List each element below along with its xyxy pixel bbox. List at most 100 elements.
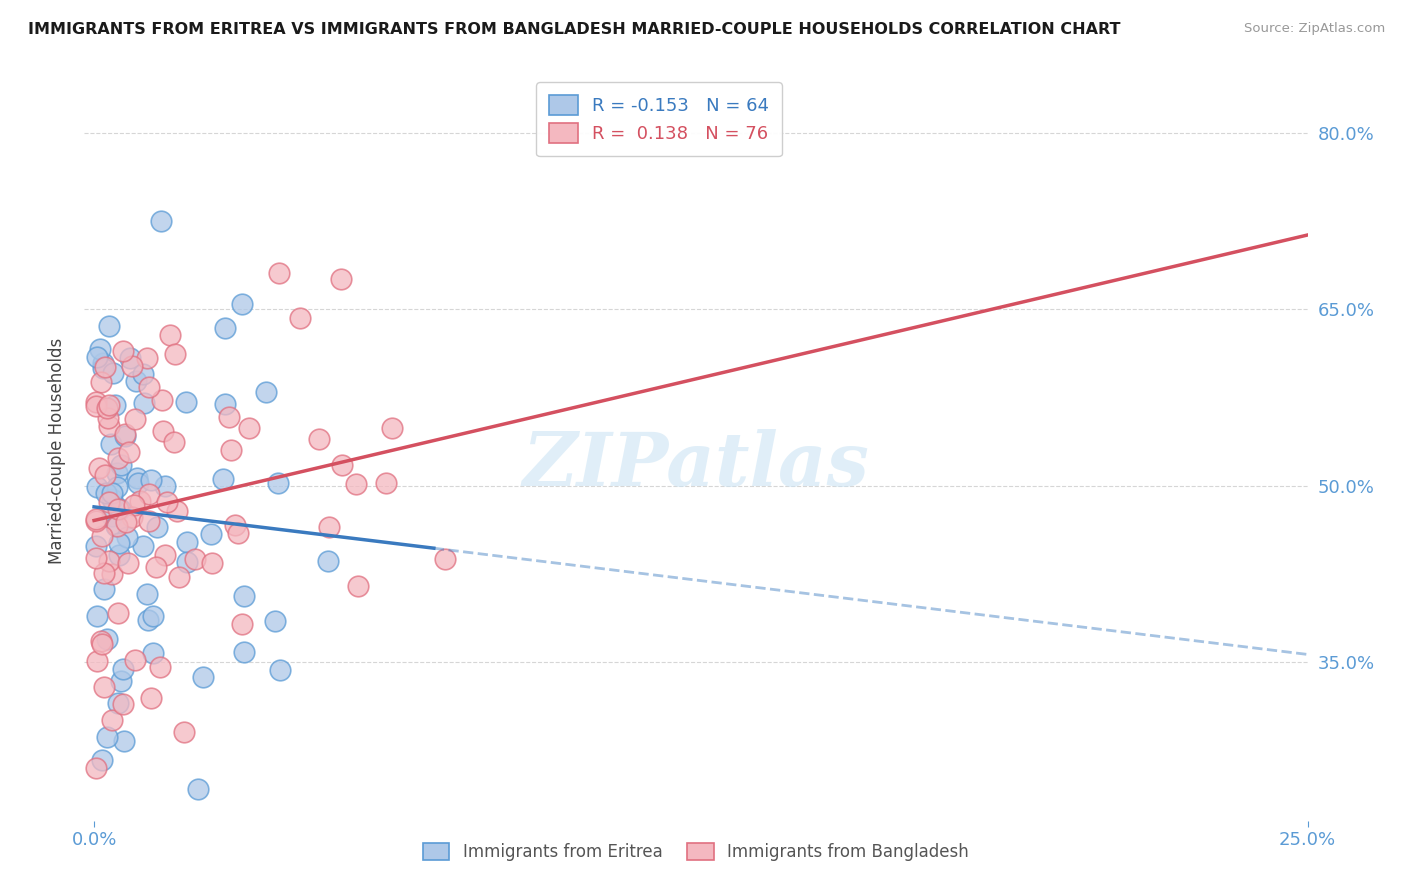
Point: [107, 502, 129, 516]
Point: [96, 401, 118, 416]
Point: [149, 214, 172, 228]
Point: [86, 395, 108, 409]
Point: [124, 499, 146, 513]
Point: [107, 450, 129, 465]
Point: [214, 320, 236, 334]
Point: [142, 609, 165, 624]
Point: [90, 528, 112, 542]
Point: [111, 662, 134, 676]
Point: [149, 659, 172, 673]
Point: [139, 691, 162, 706]
Point: [97, 319, 120, 334]
Point: [138, 380, 160, 394]
Point: [139, 474, 162, 488]
Point: [100, 491, 122, 506]
Point: [187, 782, 209, 797]
Point: [375, 476, 398, 491]
Point: [233, 645, 256, 659]
Point: [112, 734, 135, 748]
Point: [132, 539, 155, 553]
Point: [90, 752, 112, 766]
Point: [86, 512, 108, 526]
Point: [105, 518, 128, 533]
Point: [254, 384, 277, 399]
Point: [121, 359, 143, 373]
Y-axis label: Married-couple Households: Married-couple Households: [48, 337, 66, 564]
Point: [86, 400, 108, 414]
Point: [87, 461, 110, 475]
Text: ZIPatlas: ZIPatlas: [523, 429, 869, 501]
Point: [101, 566, 124, 581]
Point: [128, 494, 150, 508]
Point: [214, 397, 236, 411]
Point: [124, 374, 146, 388]
Point: [101, 366, 124, 380]
Point: [96, 485, 118, 500]
Point: [107, 606, 129, 620]
Point: [329, 272, 352, 286]
Point: [318, 520, 340, 534]
Point: [226, 525, 249, 540]
Point: [224, 517, 246, 532]
Point: [86, 654, 108, 668]
Point: [159, 327, 181, 342]
Point: [118, 445, 141, 459]
Point: [238, 420, 260, 434]
Point: [138, 514, 160, 528]
Point: [93, 582, 115, 597]
Point: [173, 725, 195, 739]
Point: [118, 351, 141, 365]
Point: [89, 342, 111, 356]
Point: [269, 663, 291, 677]
Point: [233, 589, 256, 603]
Point: [135, 351, 157, 365]
Point: [100, 713, 122, 727]
Point: [115, 515, 138, 529]
Point: [135, 587, 157, 601]
Point: [108, 548, 131, 562]
Point: [184, 551, 207, 566]
Point: [176, 555, 198, 569]
Point: [145, 560, 167, 574]
Point: [86, 514, 108, 528]
Point: [107, 536, 129, 550]
Point: [121, 509, 143, 524]
Point: [146, 520, 169, 534]
Point: [110, 501, 132, 516]
Point: [163, 346, 186, 360]
Point: [200, 526, 222, 541]
Point: [212, 472, 235, 486]
Point: [231, 617, 253, 632]
Point: [96, 632, 118, 646]
Point: [90, 636, 112, 650]
Point: [218, 409, 240, 424]
Point: [381, 421, 404, 435]
Point: [163, 434, 186, 449]
Point: [117, 556, 139, 570]
Point: [107, 480, 129, 494]
Point: [96, 411, 118, 425]
Point: [110, 674, 132, 689]
Point: [290, 311, 312, 326]
Point: [308, 432, 330, 446]
Point: [166, 504, 188, 518]
Point: [114, 427, 136, 442]
Point: [142, 646, 165, 660]
Point: [105, 519, 128, 533]
Point: [174, 394, 197, 409]
Point: [124, 653, 146, 667]
Point: [91, 360, 114, 375]
Point: [132, 367, 155, 381]
Point: [316, 554, 339, 568]
Point: [94, 467, 117, 482]
Point: [93, 566, 115, 580]
Point: [98, 495, 121, 509]
Point: [112, 697, 135, 711]
Point: [86, 761, 108, 775]
Point: [115, 529, 138, 543]
Point: [201, 556, 224, 570]
Text: IMMIGRANTS FROM ERITREA VS IMMIGRANTS FROM BANGLADESH MARRIED-COUPLE HOUSEHOLDS : IMMIGRANTS FROM ERITREA VS IMMIGRANTS FR…: [28, 22, 1121, 37]
Point: [90, 634, 112, 648]
Point: [191, 670, 214, 684]
Point: [86, 540, 108, 554]
